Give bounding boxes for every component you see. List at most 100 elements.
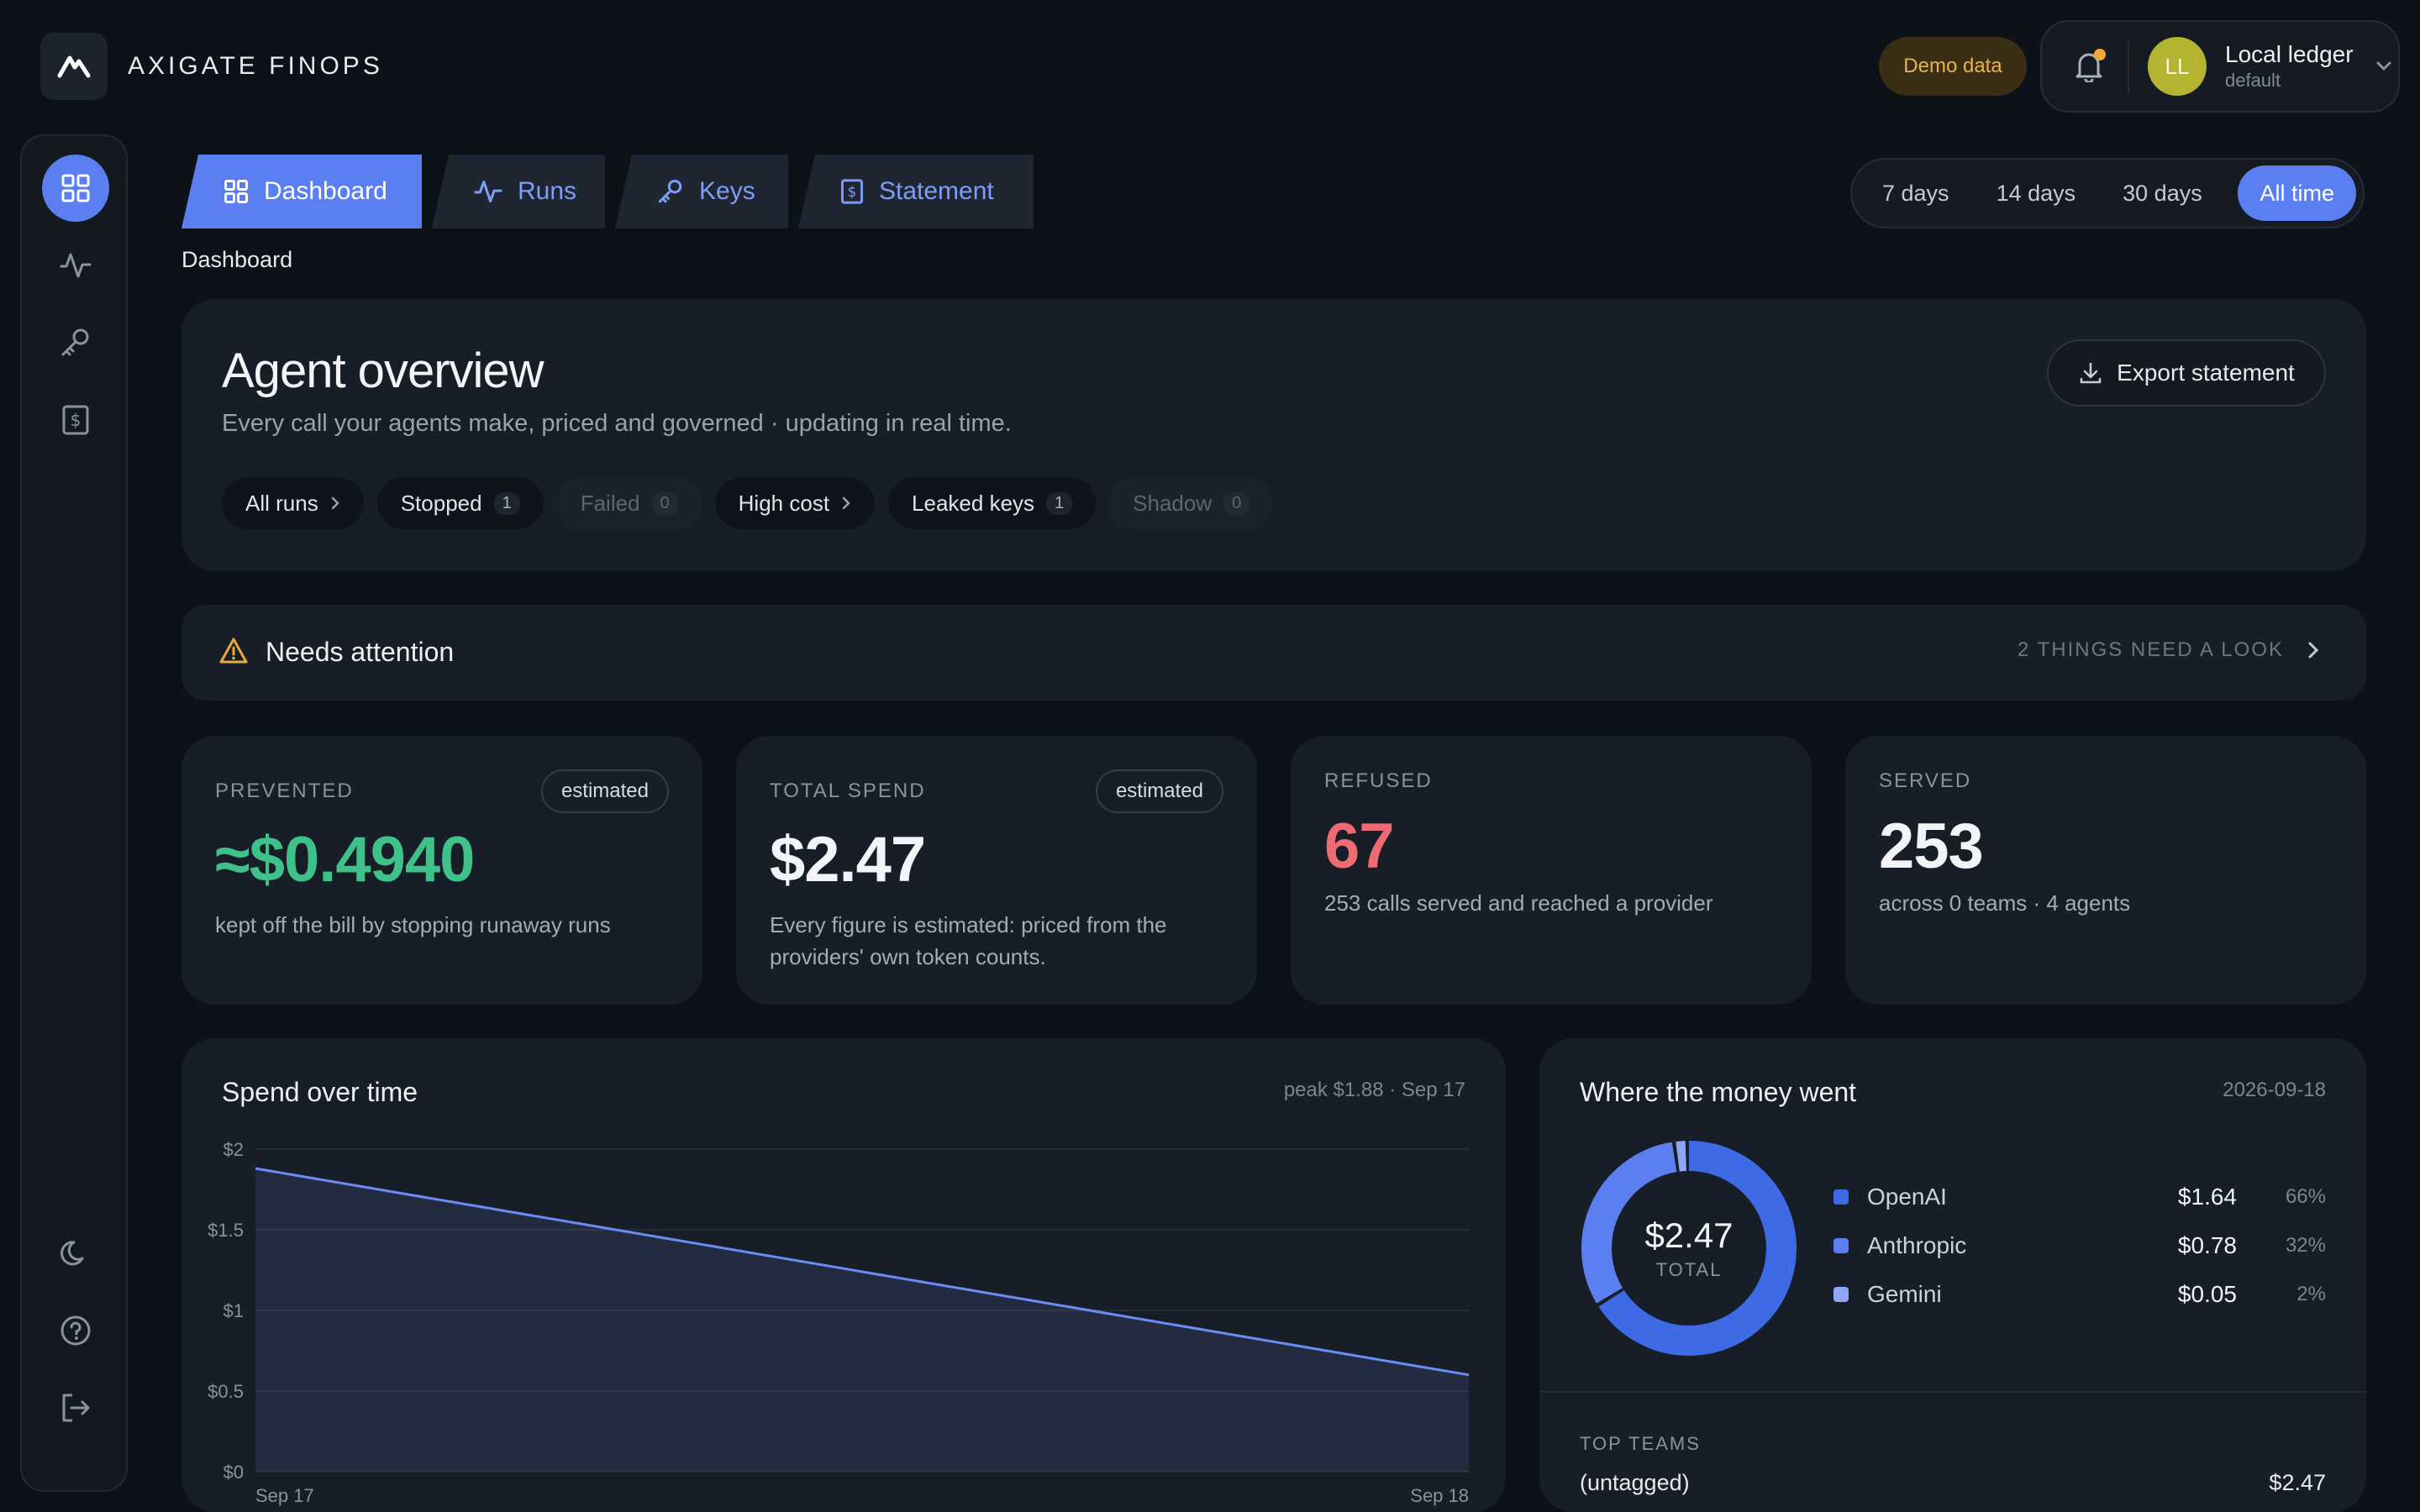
range-option-14-days[interactable]: 14 days [1996,180,2076,206]
agent-overview-card: Agent overview Every call your agents ma… [182,299,2366,571]
legend-amount: $0.05 [2177,1281,2237,1307]
filter-chips: All runs Stopped 1 Failed 0 High cost Le… [222,477,1274,529]
sidebar-item-runs[interactable] [42,232,109,299]
user-info: Local ledger default [2225,41,2354,92]
team-row[interactable]: (untagged) $2.47 [1580,1470,2326,1496]
user-menu[interactable]: LL Local ledger default [2040,20,2400,113]
legend-name: OpenAI [1867,1184,1947,1210]
stat-card-served: SERVED 253 across 0 teams · 4 agents [1845,736,2366,1005]
legend-percent: 32% [2285,1234,2326,1257]
export-statement-button[interactable]: Export statement [2047,339,2326,407]
y-tick-label: $2 [224,1139,244,1160]
stat-label: TOTAL SPEND [770,780,926,802]
chip-shadow[interactable]: Shadow 0 [1109,477,1274,529]
legend-swatch [1833,1238,1849,1253]
spend-chart: $0 $0.5 $1 $1.5 $2 Sep 17 Sep 18 [208,1139,1470,1506]
card-title: Where the money went [1580,1077,1857,1107]
app-logo[interactable] [40,33,108,100]
stat-card-refused: REFUSED 67 253 calls served and reached … [1291,736,1812,1005]
chip-count: 0 [651,491,678,515]
pulse-icon [60,253,92,278]
legend-percent: 2% [2296,1283,2326,1305]
bell-icon [2075,53,2102,82]
export-label: Export statement [2117,360,2295,386]
page-title: Agent overview [222,344,544,398]
sidebar-item-theme[interactable] [42,1220,109,1287]
chip-failed[interactable]: Failed 0 [556,477,702,529]
tab-dashboard[interactable]: Dashboard [182,155,422,228]
legend-swatch [1833,1189,1849,1205]
chip-high-cost[interactable]: High cost [714,477,876,529]
warning-icon [219,638,248,664]
notification-dot [2094,49,2106,60]
demo-data-badge: Demo data [1879,37,2027,96]
key-icon [658,179,682,203]
sidebar-item-help[interactable] [42,1297,109,1364]
legend-swatch [1833,1287,1849,1302]
chevron-right-icon [331,496,339,510]
pulse-icon [474,180,502,203]
donut-total-value: $2.47 [1644,1215,1733,1255]
chevron-down-icon [2376,61,2391,71]
tab-label: Runs [518,177,577,205]
svg-text:$: $ [848,184,856,200]
tab-keys[interactable]: Keys [615,155,788,228]
range-option-all-time[interactable]: All time [2238,165,2356,221]
x-tick-label: Sep 18 [1410,1485,1469,1506]
mountain-logo-icon [57,55,91,78]
attention-title: Needs attention [266,637,455,667]
chip-label: Stopped [400,490,482,516]
sidebar-item-logout[interactable] [42,1374,109,1441]
donut-slice[interactable] [1581,1141,1797,1356]
chip-label: Leaked keys [912,490,1035,516]
range-option-7-days[interactable]: 7 days [1882,180,1949,206]
tab-label: Statement [879,177,994,205]
tab-runs[interactable]: Runs [432,155,605,228]
donut-slice[interactable] [1581,1141,1797,1356]
spend-over-time-card: Spend over time peak $1.88 · Sep 17 $0 $0… [182,1038,1506,1512]
chip-all-runs[interactable]: All runs [222,477,364,529]
tab-statement[interactable]: $ Statement [798,155,1034,228]
avatar: LL [2148,37,2207,96]
legend-row-openai[interactable]: OpenAI $1.64 66% [1833,1173,2326,1221]
stat-label: PREVENTED [215,780,354,802]
team-name: (untagged) [1580,1470,1690,1495]
attention-summary: 2 THINGS NEED A LOOK [2018,638,2319,662]
estimated-badge: estimated [1095,769,1223,813]
legend-name: Anthropic [1867,1232,1967,1258]
attention-summary-text: 2 THINGS NEED A LOOK [2018,638,2284,661]
legend-name: Gemini [1867,1281,1942,1307]
estimated-badge: estimated [540,769,669,813]
legend-row-gemini[interactable]: Gemini $0.05 2% [1833,1270,2326,1319]
logout-icon [62,1394,90,1422]
notifications-button[interactable] [2064,49,2114,82]
sidebar-item-dashboard[interactable] [42,155,109,222]
help-icon [60,1315,91,1346]
user-name: Local ledger [2225,41,2354,67]
grid-icon [61,174,90,202]
download-icon [2080,362,2102,384]
stat-card-total-spend: TOTAL SPEND estimated $2.47 Every figure… [736,736,1257,1005]
top-teams-label: TOP TEAMS [1580,1433,1701,1454]
sidebar-item-statement[interactable]: $ [42,386,109,454]
stat-card-prevented: PREVENTED estimated ≈$0.4940 kept off th… [182,736,702,1005]
legend-row-anthropic[interactable]: Anthropic $0.78 32% [1833,1221,2326,1270]
chip-count: 0 [1223,491,1250,515]
chip-stopped[interactable]: Stopped 1 [376,477,544,529]
chip-leaked-keys[interactable]: Leaked keys 1 [888,477,1097,529]
legend-amount: $1.64 [2177,1184,2237,1210]
series-area [255,1168,1469,1472]
sidebar-item-keys[interactable] [42,309,109,376]
chevron-right-icon [842,496,850,510]
chip-label: Shadow [1133,490,1213,516]
chip-count: 1 [1046,491,1073,515]
where-money-went-card: Where the money went 2026-09-18 $2.47 TO… [1539,1038,2366,1512]
card-date: 2026-09-18 [2223,1079,2326,1101]
stat-value: 67 [1324,811,1395,882]
range-option-30-days[interactable]: 30 days [2123,180,2202,206]
donut-center: $2.47 TOTAL [1580,1139,1798,1357]
stat-value: ≈$0.4940 [215,824,475,895]
key-icon [61,328,89,356]
chip-label: All runs [245,490,318,516]
needs-attention-bar[interactable]: Needs attention 2 THINGS NEED A LOOK [182,605,2366,701]
